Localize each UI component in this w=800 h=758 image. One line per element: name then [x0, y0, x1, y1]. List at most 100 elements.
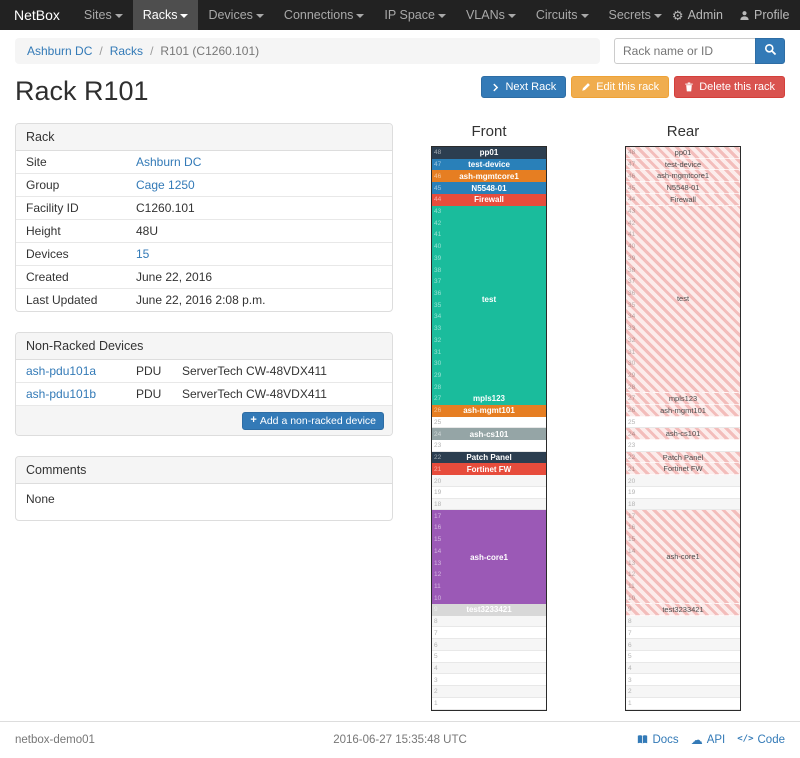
attr-value-group[interactable]: Cage 1250: [136, 178, 195, 192]
rack-device-test-device[interactable]: test-device: [626, 158, 740, 171]
rack-device-ash-mgmtcore1[interactable]: ash-mgmtcore1: [626, 170, 740, 183]
left-column: Rack Site Ashburn DC Group Cage 1250 Facilit…: [15, 123, 393, 711]
rack-device-ash-mgmt101[interactable]: ash-mgmt101: [432, 404, 546, 417]
unit-number: 44: [434, 196, 442, 204]
unit-number: 39: [628, 254, 636, 262]
rack-device-test[interactable]: test: [626, 205, 740, 394]
breadcrumb-item-r101-c1260-101-: R101 (C1260.101): [160, 44, 260, 58]
rack-device-test3233421[interactable]: test3233421: [626, 604, 740, 616]
footer-link-code[interactable]: </> Code: [737, 734, 785, 746]
unit-number: 17: [628, 512, 636, 520]
unit-number: 48: [434, 149, 442, 157]
unit-number: 37: [628, 278, 636, 286]
footer-link-api[interactable]: ☁ API: [691, 734, 726, 746]
attr-value-site[interactable]: Ashburn DC: [136, 155, 202, 169]
nav-item-ip-space[interactable]: IP Space: [374, 0, 456, 30]
next-rack-button[interactable]: Next Rack: [481, 76, 567, 98]
footer-link-label: API: [706, 733, 726, 746]
rack-device-patch-panel[interactable]: Patch Panel: [626, 451, 740, 464]
nav-item-circuits[interactable]: Circuits: [526, 0, 599, 30]
unit-number: 34: [628, 313, 636, 321]
attr-label: Created: [26, 270, 69, 284]
nav-item-sites[interactable]: Sites: [74, 0, 133, 30]
unit-number: 46: [434, 172, 442, 180]
rack-device-ash-core1[interactable]: ash-core1: [626, 510, 740, 605]
rack-device-ash-mgmt101[interactable]: ash-mgmt101: [626, 404, 740, 417]
unit-number: 12: [628, 571, 636, 579]
rack-device-firewall[interactable]: Firewall: [432, 193, 546, 206]
attr-row-site: Site Ashburn DC: [16, 151, 392, 173]
nav-item-vlans[interactable]: VLANs: [456, 0, 526, 30]
rack-rear: pp01 test-device ash-mgmtcore1 N5548-01 Fire…: [625, 146, 741, 711]
attr-value-facility-id: C1260.101: [136, 201, 195, 215]
rear-title: Rear: [666, 123, 700, 140]
attr-label: Facility ID: [26, 201, 79, 215]
device-label: pp01: [479, 148, 499, 158]
unit-number: 40: [434, 243, 442, 251]
unit-number: 47: [628, 161, 636, 169]
rack-device-fortinet-fw[interactable]: Fortinet FW: [432, 463, 546, 476]
breadcrumb-item-racks[interactable]: Racks: [109, 44, 144, 58]
nav-item-racks[interactable]: Racks: [132, 0, 199, 30]
unit-number: 1: [434, 700, 438, 708]
rack-device-test3233421[interactable]: test3233421: [432, 604, 546, 616]
nav-item-devices[interactable]: Devices: [198, 0, 273, 30]
gear-icon: ⚙: [671, 7, 684, 23]
rack-device-fortinet-fw[interactable]: Fortinet FW: [626, 463, 740, 476]
rack-device-mpls123[interactable]: mpls123: [626, 393, 740, 405]
rack-device-pp01[interactable]: pp01: [626, 147, 740, 159]
rack-device-ash-cs101[interactable]: ash-cs101: [432, 428, 546, 440]
rack-device-test[interactable]: test: [432, 205, 546, 394]
nonracked-panel: Non-Racked Devices ash-pdu101a PDU ServerT…: [15, 332, 393, 436]
breadcrumb-item-ashburn-dc[interactable]: Ashburn DC: [27, 44, 93, 58]
unit-number: 15: [434, 536, 442, 544]
rack-unit: [432, 697, 546, 710]
rack-device-firewall[interactable]: Firewall: [626, 193, 740, 206]
device-link-ash-pdu101b[interactable]: ash-pdu101b: [26, 387, 97, 401]
navbar-nav: Sites Racks Devices Connections IP Space VLAN…: [74, 0, 672, 30]
nav-profile[interactable]: Profile: [739, 8, 789, 22]
rack-unit: [626, 650, 740, 663]
rack-device-ash-mgmtcore1[interactable]: ash-mgmtcore1: [432, 170, 546, 183]
attr-label: Height: [26, 224, 61, 238]
add-nonracked-device-button[interactable]: + Add a non-racked device: [242, 411, 384, 430]
nav-item-secrets[interactable]: Secrets: [599, 0, 672, 30]
nonracked-device-row: ash-pdu101a PDU ServerTech CW-48VDX411: [16, 360, 392, 383]
footer-link-docs[interactable]: Docs: [637, 734, 679, 746]
rack-device-n5548-01[interactable]: N5548-01: [626, 182, 740, 194]
unit-number: 27: [628, 395, 636, 403]
rack-device-n5548-01[interactable]: N5548-01: [432, 182, 546, 194]
rack-search-input[interactable]: [614, 38, 756, 64]
device-label: N5548-01: [666, 183, 700, 193]
rack-device-mpls123[interactable]: mpls123: [432, 393, 546, 405]
nonracked-panel-title: Non-Racked Devices: [16, 333, 392, 360]
rack-device-ash-core1[interactable]: ash-core1: [432, 510, 546, 605]
rack-device-ash-cs101[interactable]: ash-cs101: [626, 428, 740, 440]
rack-panel-title: Rack: [16, 124, 392, 151]
unit-number: 23: [628, 442, 636, 450]
rack-device-pp01[interactable]: pp01: [432, 147, 546, 159]
rack-device-test-device[interactable]: test-device: [432, 158, 546, 171]
edit-rack-button[interactable]: Edit this rack: [571, 76, 670, 98]
rack-search-group: [614, 38, 785, 64]
device-label: ash-mgmtcore1: [656, 171, 710, 181]
rack-unit: [626, 697, 740, 710]
device-label: Fortinet FW: [663, 464, 703, 474]
unit-number: 10: [434, 594, 442, 602]
search-button[interactable]: [755, 38, 785, 64]
attr-value-devices[interactable]: 15: [136, 247, 150, 261]
unit-number: 39: [434, 254, 442, 262]
caret-down-icon: [255, 13, 264, 18]
attr-label: Devices: [26, 247, 69, 261]
rack-unit: [626, 486, 740, 499]
nonracked-rows: ash-pdu101a PDU ServerTech CW-48VDX411 ash-…: [16, 360, 392, 406]
rack-device-patch-panel[interactable]: Patch Panel: [432, 451, 546, 464]
delete-rack-button[interactable]: Delete this rack: [674, 76, 785, 98]
nav-item-connections[interactable]: Connections: [274, 0, 375, 30]
nav-admin[interactable]: ⚙ Admin: [672, 8, 723, 22]
unit-number: 35: [434, 301, 442, 309]
unit-number: 8: [628, 618, 632, 626]
navbar-brand[interactable]: NetBox: [14, 7, 60, 23]
device-link-ash-pdu101a[interactable]: ash-pdu101a: [26, 364, 97, 378]
device-label: test3233421: [662, 604, 704, 614]
